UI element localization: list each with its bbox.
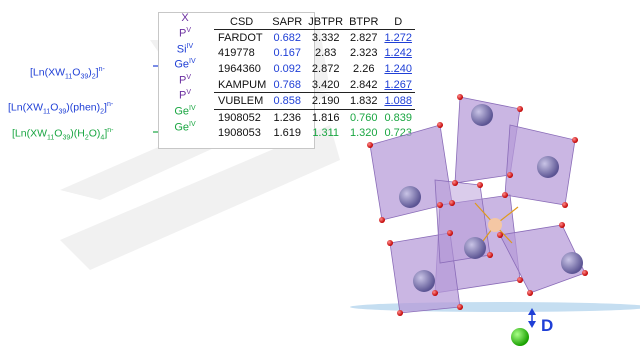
x-cell: PV [178,27,191,40]
sapr-cell: 1.619 [273,127,302,140]
csd-cell: FARDOT [218,31,263,44]
x-cell: GeIV [174,120,196,134]
d-label: D [541,316,554,335]
btpr-cell: 1.832 [346,92,382,110]
sapr-cell: 0.167 [273,47,302,60]
header-jbtpr: JBTPR [308,15,344,28]
table-row: 419778 0.167 2.83 2.323 1.242 [214,46,415,62]
header-x: X [181,12,189,24]
header-sapr: SAPR [272,15,303,28]
csd-cell: KAMPUM [218,78,267,91]
jbtpr-cell: 3.420 [311,78,340,91]
x-cell: GeIV [174,104,196,118]
sapr-cell: 0.858 [269,92,306,110]
btpr-cell: 2.827 [350,31,378,44]
btpr-cell: 1.320 [350,127,378,140]
d-cell: 1.267 [384,78,412,91]
table-row: VUBLEM 0.858 2.190 1.832 1.088 [214,92,415,110]
ground-plane [350,302,640,312]
header-d: D [394,15,403,28]
jbtpr-cell: 2.83 [314,47,337,60]
polyhedral-structure [350,94,640,346]
jbtpr-cell: 2.872 [311,62,340,75]
jbtpr-cell: 1.311 [312,127,340,140]
csd-cell: 419778 [218,47,255,60]
btpr-cell: 0.760 [346,108,382,126]
csd-cell: 1908053 [218,127,261,140]
oxygen-atoms [367,94,588,316]
table-row: 1964360 0.092 2.872 2.26 1.240 [214,61,415,77]
shape-measure-table: CSD SAPR JBTPR BTPR D FARDOT 0.682 3.332… [214,14,415,141]
x-cell: GeIV [174,58,196,71]
d-cell: 1.088 [381,92,415,110]
sapr-cell: 1.236 [269,108,306,126]
header-btpr: BTPR [349,15,379,28]
x-column: X PV SiIV GeIV PV PV GeIV GeIV [160,12,210,136]
csd-cell: 1964360 [218,62,261,75]
table-row: 1908053 1.619 1.311 1.320 0.723 [214,126,415,142]
x-cell: SiIV [176,42,194,56]
d-cell: 1.240 [384,62,412,75]
table-row: 1908052 1.236 1.816 0.760 0.839 [214,108,415,126]
jbtpr-cell: 2.190 [305,92,347,110]
jbtpr-cell: 1.816 [305,108,347,126]
formula-label-phen: [Ln(XW11O39)(phen)2]n- [8,101,114,116]
table-frame [158,12,315,149]
d-cell: 1.272 [384,31,412,44]
table-header-row: CSD SAPR JBTPR BTPR D [214,14,415,30]
csd-cell: 1908052 [214,108,270,126]
formula-label-bis-lacunary: [Ln(XW11O39)2]n- [30,66,105,81]
btpr-cell: 2.26 [353,62,375,75]
x-cell: PV [178,73,191,87]
btpr-cell: 2.842 [350,78,378,91]
d-cell: 0.839 [381,108,415,126]
dy-indicator [511,308,536,346]
sapr-cell: 0.682 [273,31,302,44]
btpr-cell: 2.323 [350,47,378,60]
csd-cell: VUBLEM [214,92,270,110]
sapr-cell: 0.768 [273,78,302,91]
table-row: FARDOT 0.682 3.332 2.827 1.272 [214,30,415,46]
header-csd: CSD [230,15,254,28]
d-cell: 1.242 [384,47,412,60]
x-cell: PV [178,89,191,103]
formula-label-aqua: [Ln(XW11O39)(H2O)4]n- [12,127,114,142]
metal-atoms [399,104,583,292]
jbtpr-cell: 3.332 [311,31,340,44]
sapr-cell: 0.092 [273,62,302,75]
table-row: KAMPUM 0.768 3.420 2.842 1.267 [214,77,415,93]
